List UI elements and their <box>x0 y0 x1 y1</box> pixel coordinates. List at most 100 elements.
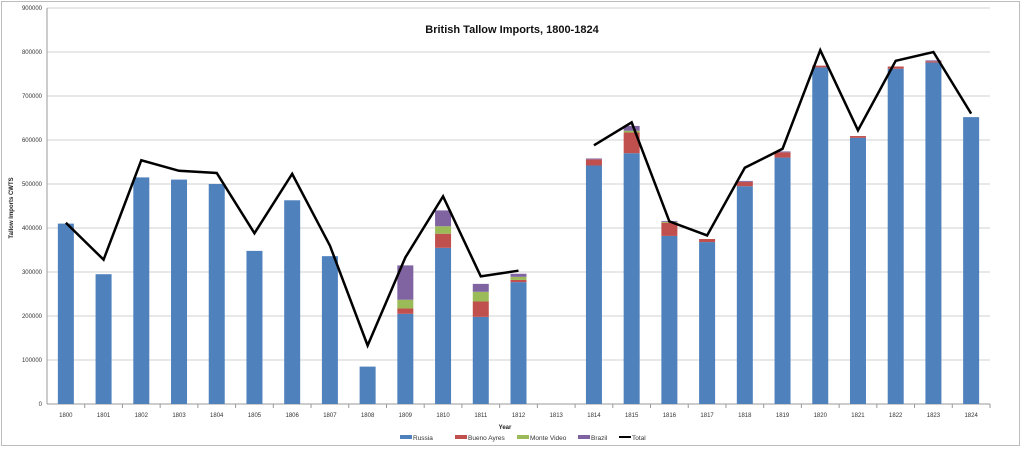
bar-russia <box>208 184 225 404</box>
bar-bueno-ayres <box>925 61 942 63</box>
bar-bueno-ayres <box>849 136 866 138</box>
bar-russia <box>57 223 74 404</box>
bar-russia <box>925 62 942 405</box>
bar-russia <box>661 235 678 404</box>
x-tick-label: 1821 <box>851 413 865 419</box>
y-tick-label: 300000 <box>22 270 43 276</box>
bar-monte-video <box>435 226 452 234</box>
bar-bueno-ayres <box>812 65 829 68</box>
x-tick-label: 1800 <box>59 413 73 419</box>
bar-russia <box>171 179 188 404</box>
y-tick-label: 100000 <box>22 358 43 364</box>
bar-brazil <box>925 60 942 62</box>
bar-russia <box>435 247 452 404</box>
x-tick-label: 1801 <box>97 413 111 419</box>
legend-label: Brazil <box>591 435 608 442</box>
x-tick-label: 1808 <box>361 413 375 419</box>
x-tick-label: 1810 <box>436 413 450 419</box>
bar-russia <box>359 366 376 404</box>
bar-brazil <box>585 158 602 160</box>
bar-russia <box>510 282 527 404</box>
bar-russia <box>246 250 263 404</box>
y-tick-label: 200000 <box>22 314 43 320</box>
bar-russia <box>321 256 338 404</box>
bar-bueno-ayres <box>397 308 414 314</box>
bar-bueno-ayres <box>585 159 602 166</box>
bar-bueno-ayres <box>472 301 489 317</box>
bar-russia <box>849 137 866 405</box>
bar-russia <box>95 274 112 404</box>
x-tick-label: 1811 <box>474 413 488 419</box>
legend-label: Bueno Ayres <box>468 435 505 442</box>
bar-brazil <box>774 151 791 153</box>
legend-swatch-brazil <box>578 435 590 439</box>
y-tick-label: 900000 <box>22 6 43 12</box>
bar-bueno-ayres <box>661 222 678 236</box>
x-tick-label: 1806 <box>286 413 300 419</box>
bar-russia <box>963 117 980 405</box>
bar-bueno-ayres <box>887 66 904 69</box>
bar-bueno-ayres <box>435 233 452 248</box>
x-tick-label: 1816 <box>663 413 677 419</box>
bar-russia <box>887 68 904 404</box>
y-tick-label: 0 <box>39 402 43 408</box>
y-tick-label: 400000 <box>22 226 43 232</box>
bar-russia <box>133 177 150 404</box>
bar-brazil <box>736 180 753 182</box>
bar-russia <box>472 316 489 404</box>
x-tick-label: 1807 <box>323 413 337 419</box>
x-tick-label: 1804 <box>210 413 224 419</box>
total-line <box>64 158 519 349</box>
x-tick-label: 1803 <box>172 413 186 419</box>
bar-monte-video <box>623 130 640 133</box>
legend-swatch-russia <box>400 435 412 439</box>
x-tick-label: 1815 <box>625 413 639 419</box>
bar-russia <box>774 157 791 404</box>
legend-swatch-monte-video <box>517 435 529 439</box>
bar-russia <box>812 67 829 405</box>
bar-bueno-ayres <box>736 181 753 187</box>
legend-swatch-bueno-ayres <box>455 435 467 439</box>
bar-russia <box>585 165 602 404</box>
x-tick-label: 1820 <box>814 413 828 419</box>
bar-brazil <box>435 210 452 227</box>
bar-monte-video <box>472 291 489 302</box>
x-tick-label: 1805 <box>248 413 262 419</box>
y-tick-label: 700000 <box>22 94 43 100</box>
bar-brazil <box>510 273 527 277</box>
bar-monte-video <box>510 276 527 280</box>
x-tick-label: 1818 <box>738 413 752 419</box>
y-axis-label: Tallow Imports CWTS <box>9 177 15 238</box>
x-tick-label: 1813 <box>550 413 564 419</box>
x-tick-label: 1814 <box>587 413 601 419</box>
x-tick-label: 1809 <box>399 413 413 419</box>
bar-russia <box>623 153 640 404</box>
bar-brazil <box>472 283 489 292</box>
x-tick-label: 1812 <box>512 413 526 419</box>
bar-bueno-ayres <box>699 239 716 243</box>
bar-bueno-ayres <box>623 132 640 154</box>
bar-brazil <box>623 125 640 131</box>
x-tick-label: 1819 <box>776 413 790 419</box>
legend-label: Russia <box>413 435 433 442</box>
x-tick-label: 1802 <box>135 413 149 419</box>
legend-label: Monte Video <box>530 435 567 442</box>
chart-title: British Tallow Imports, 1800-1824 <box>425 24 599 36</box>
bar-russia <box>699 242 716 404</box>
bar-russia <box>284 200 301 404</box>
x-tick-label: 1824 <box>964 413 978 419</box>
bar-bueno-ayres <box>774 152 791 158</box>
bar-bueno-ayres <box>510 279 527 283</box>
y-tick-label: 500000 <box>22 182 43 188</box>
bar-russia <box>736 186 753 404</box>
total-line <box>593 47 973 238</box>
x-tick-label: 1823 <box>927 413 941 419</box>
bar-russia <box>397 313 414 404</box>
legend-label: Total <box>632 435 646 442</box>
y-tick-label: 600000 <box>22 138 43 144</box>
x-tick-label: 1822 <box>889 413 903 419</box>
bar-monte-video <box>397 299 414 309</box>
x-axis-label: Year <box>499 425 512 431</box>
